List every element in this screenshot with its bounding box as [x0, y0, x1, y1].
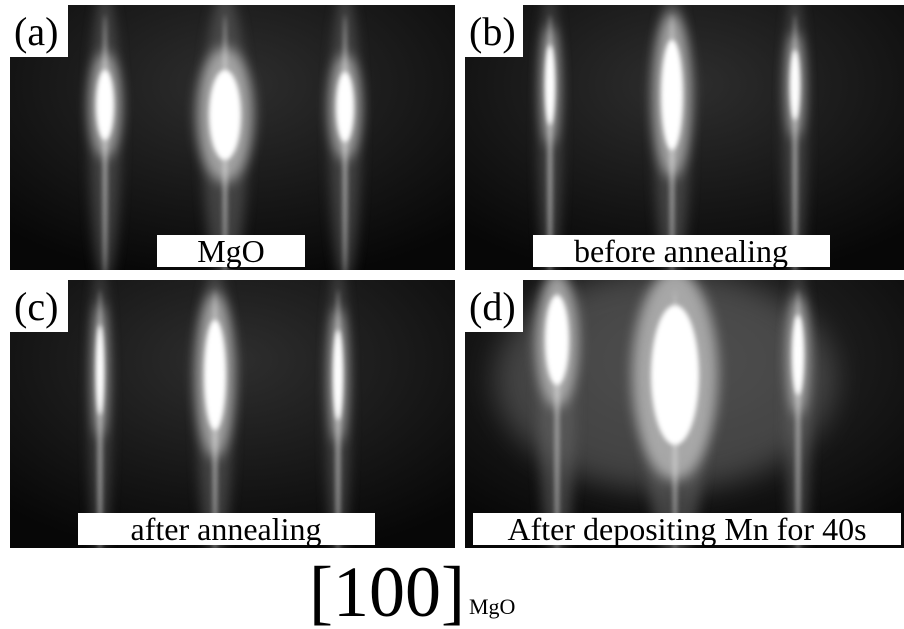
panel-label: (b) [469, 9, 516, 54]
spot [96, 70, 114, 140]
panel-caption: before annealing [574, 233, 788, 269]
panel-label: (a) [14, 9, 58, 54]
spot [661, 40, 683, 150]
direction-label: [100] [309, 552, 465, 629]
spot [96, 325, 104, 415]
panel: (d) After depositing Mn for 40s [465, 267, 904, 562]
panel-caption: MgO [197, 233, 265, 269]
direction-subscript: MgO [469, 594, 515, 619]
spot [204, 320, 226, 430]
spot [545, 295, 569, 385]
spot [792, 315, 804, 395]
panel-caption: after annealing [131, 511, 322, 547]
figure: (a) MgO (b) before annealing (c) after anneal… [0, 0, 904, 629]
panel: (c) after annealing [10, 267, 455, 562]
panel: (a) MgO [10, 0, 455, 283]
spot [545, 45, 555, 125]
pattern-background [10, 280, 455, 548]
panel-caption: After depositing Mn for 40s [507, 511, 866, 547]
spot [209, 70, 241, 160]
spot [651, 305, 699, 445]
spot [336, 72, 354, 142]
spot [790, 50, 800, 120]
panel: (b) before annealing [465, 0, 904, 283]
panel-label: (d) [469, 284, 516, 329]
spot [333, 330, 343, 420]
panel-label: (c) [14, 284, 58, 329]
